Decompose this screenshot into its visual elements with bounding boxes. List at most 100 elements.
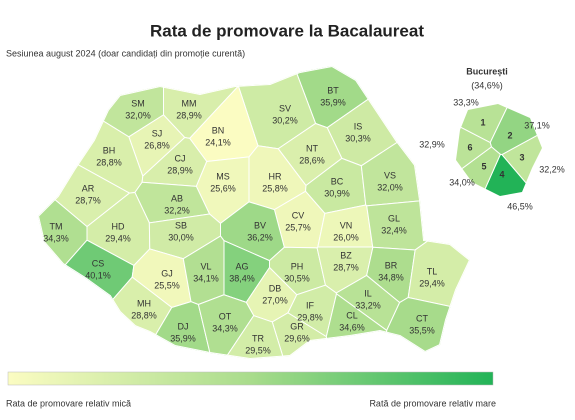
county: [206, 315, 304, 359]
county-code: HD: [112, 221, 125, 231]
county-code: BN: [212, 125, 225, 135]
county-code: BR: [385, 260, 398, 270]
county-value: 34,3%: [212, 323, 238, 333]
county-value: 33,2%: [355, 300, 381, 310]
county: [382, 296, 470, 359]
county-code: CV: [292, 210, 305, 220]
county-code: BH: [103, 145, 116, 155]
subtitle: Sesiunea august 2024 (doar candidați din…: [6, 48, 245, 58]
county-value: 32,0%: [125, 110, 151, 120]
sector-number: 1: [480, 117, 485, 127]
county-code: BC: [331, 176, 344, 186]
sector-value: 32,2%: [539, 164, 565, 174]
county-value: 34,6%: [339, 322, 365, 332]
county-value: 30,3%: [345, 133, 371, 143]
county-code: SM: [131, 98, 145, 108]
county-code: SJ: [152, 128, 163, 138]
county-code: MS: [216, 171, 230, 181]
sector-value: 37,1%: [524, 120, 550, 130]
county-value: 35,5%: [409, 325, 435, 335]
county-value: 30,0%: [168, 232, 194, 242]
county-code: GJ: [161, 268, 173, 278]
county-value: 28,8%: [96, 157, 122, 167]
county-code: MM: [182, 98, 197, 108]
county-value: 38,4%: [229, 273, 255, 283]
county-code: AR: [82, 183, 95, 193]
county-value: 30,5%: [284, 273, 310, 283]
county-value: 32,4%: [381, 225, 407, 235]
county-value: 34,1%: [193, 273, 219, 283]
legend-low: Rata de promovare relativ mică: [6, 398, 131, 408]
county-code: PH: [291, 261, 304, 271]
county-value: 29,8%: [297, 312, 323, 322]
sector-number: 4: [499, 169, 504, 179]
county-value: 29,5%: [245, 345, 271, 355]
bucharest-name: București: [466, 66, 508, 76]
county-code: IL: [364, 288, 372, 298]
sector-number: 6: [467, 142, 472, 152]
sector-number: 2: [507, 130, 512, 140]
county-code: BZ: [340, 250, 352, 260]
county-value: 28,8%: [131, 310, 157, 320]
county-value: 29,6%: [284, 333, 310, 343]
county-code: SV: [279, 103, 291, 113]
county-value: 35,9%: [320, 97, 346, 107]
county-code: CS: [92, 258, 105, 268]
sector-value: 46,5%: [507, 201, 533, 211]
county-code: MH: [137, 298, 151, 308]
sector-number: 3: [519, 152, 524, 162]
county-value: 40,1%: [85, 270, 111, 280]
county-value: 28,7%: [75, 195, 101, 205]
county-code: DB: [269, 283, 282, 293]
county-value: 36,2%: [247, 232, 273, 242]
county-value: 26,0%: [333, 232, 359, 242]
county: [407, 157, 470, 334]
county-code: IS: [354, 121, 363, 131]
title: Rata de promovare la Bacalaureat: [150, 21, 424, 40]
county-value: 28,6%: [299, 155, 325, 165]
county-value: 34,8%: [378, 272, 404, 282]
county-value: 25,5%: [154, 280, 180, 290]
county-code: VL: [200, 261, 211, 271]
bucharest-value: (34,6%): [471, 80, 503, 90]
county-value: 26,8%: [144, 140, 170, 150]
county-value: 28,9%: [176, 110, 202, 120]
county-value: 25,8%: [262, 183, 288, 193]
county-code: CL: [346, 310, 358, 320]
county-code: HR: [269, 171, 282, 181]
county-code: CJ: [175, 153, 186, 163]
county-value: 27,0%: [262, 295, 288, 305]
county-code: OT: [219, 311, 232, 321]
county-value: 32,2%: [164, 205, 190, 215]
county-value: 35,9%: [170, 333, 196, 343]
county-code: VN: [340, 220, 353, 230]
county-value: 28,7%: [333, 262, 359, 272]
county-value: 32,0%: [377, 182, 403, 192]
county-value: 29,4%: [105, 233, 131, 243]
county-code: IF: [306, 300, 315, 310]
county-code: DJ: [178, 321, 189, 331]
sector-value: 34,0%: [449, 177, 475, 187]
county-code: SB: [175, 220, 187, 230]
county-code: TR: [252, 333, 264, 343]
county-code: NT: [306, 143, 318, 153]
county-code: GR: [290, 321, 304, 331]
county-value: 29,4%: [419, 278, 445, 288]
county-code: BV: [254, 220, 266, 230]
county-code: AG: [235, 261, 248, 271]
country-outline: [38, 66, 470, 359]
county-value: 25,6%: [210, 183, 236, 193]
sector-value: 33,3%: [453, 97, 479, 107]
legend-bar: [7, 371, 494, 386]
sector: [456, 146, 502, 196]
county-value: 24,1%: [205, 137, 231, 147]
county-code: VS: [384, 170, 396, 180]
county-code: BT: [327, 85, 339, 95]
county-value: 30,9%: [324, 188, 350, 198]
sector-value: 32,9%: [419, 139, 445, 149]
county-value: 25,7%: [285, 222, 311, 232]
county: [104, 301, 216, 359]
county: [38, 239, 135, 359]
